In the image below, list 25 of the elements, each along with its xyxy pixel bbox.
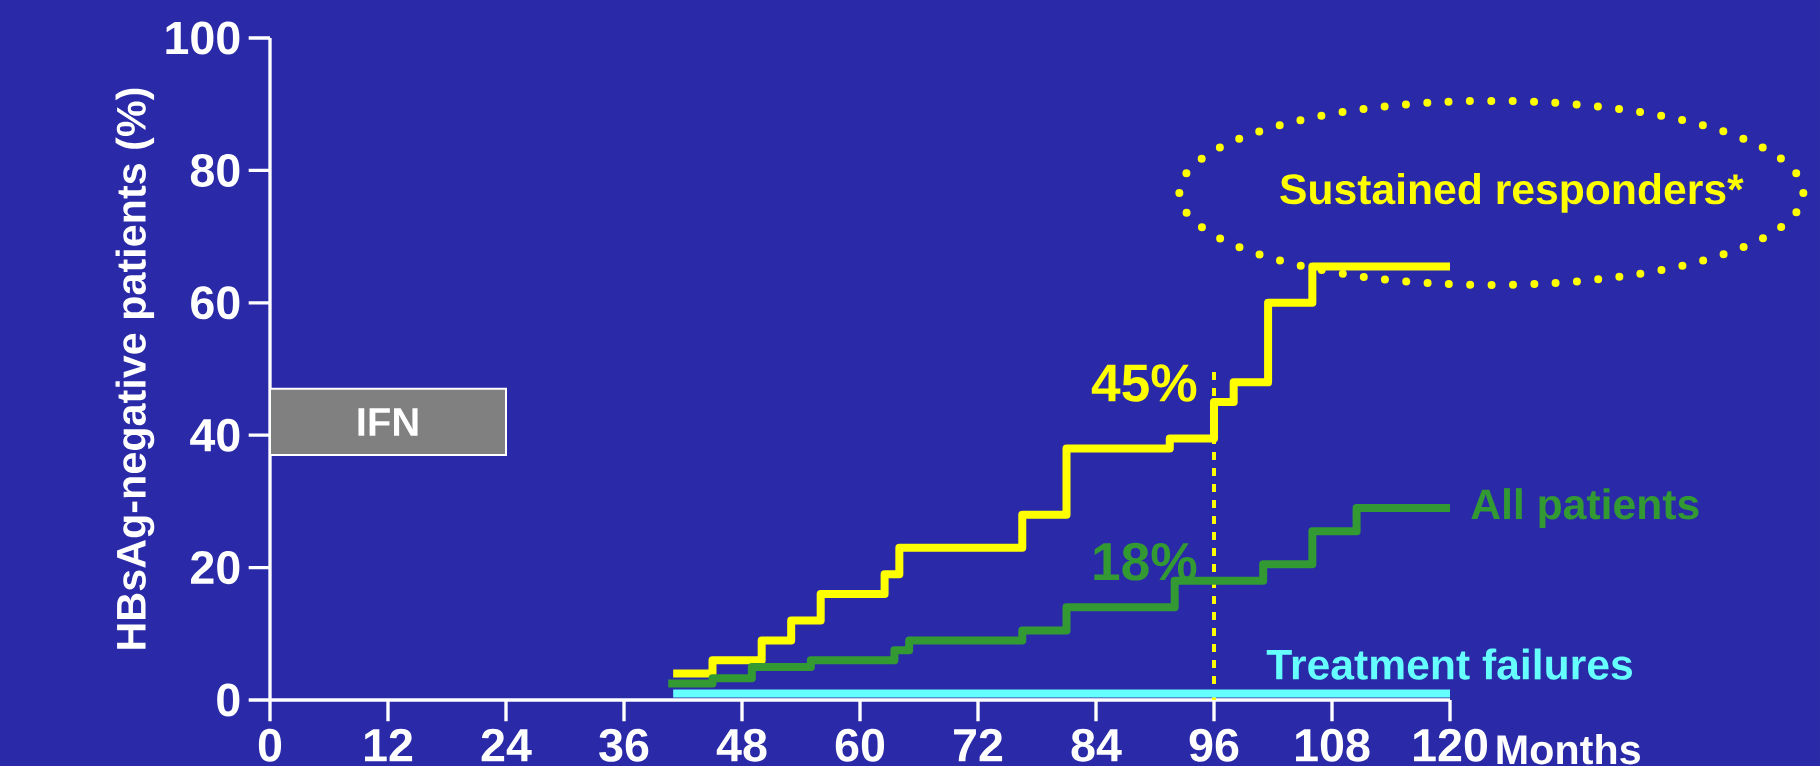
series-label: Sustained responders* [1280, 173, 1744, 213]
y-tick-label: 100 [166, 21, 240, 55]
annotation: 18% [1094, 542, 1197, 581]
x-tick-label: 120 [1414, 728, 1488, 762]
x-tick-label: 48 [716, 728, 767, 762]
x-tick-label: 72 [954, 728, 1003, 762]
x-tick-label: 36 [599, 728, 649, 762]
y-axis-title: HBsAg-negative patients (%) [115, 88, 155, 649]
x-tick-label: 0 [258, 728, 282, 762]
series-label: All patients [1471, 488, 1699, 528]
x-tick-label: 24 [481, 728, 532, 762]
series-label: Treatment failures [1266, 648, 1632, 680]
x-tick-label: 96 [1189, 728, 1239, 762]
y-tick-label: 60 [191, 286, 240, 320]
band-label: IFN [358, 408, 418, 436]
x-tick-label: 60 [835, 728, 885, 762]
x-tick-label: 84 [1071, 728, 1122, 762]
y-tick-label: 80 [190, 153, 240, 187]
x-tick-label: 108 [1296, 728, 1370, 762]
y-tick-label: 20 [191, 551, 240, 585]
y-tick-label: 40 [190, 418, 240, 452]
x-axis-title: Months [1497, 734, 1640, 765]
annotation: 45% [1091, 364, 1197, 402]
x-tick-label: 12 [365, 728, 413, 762]
y-tick-label: 0 [217, 683, 240, 717]
